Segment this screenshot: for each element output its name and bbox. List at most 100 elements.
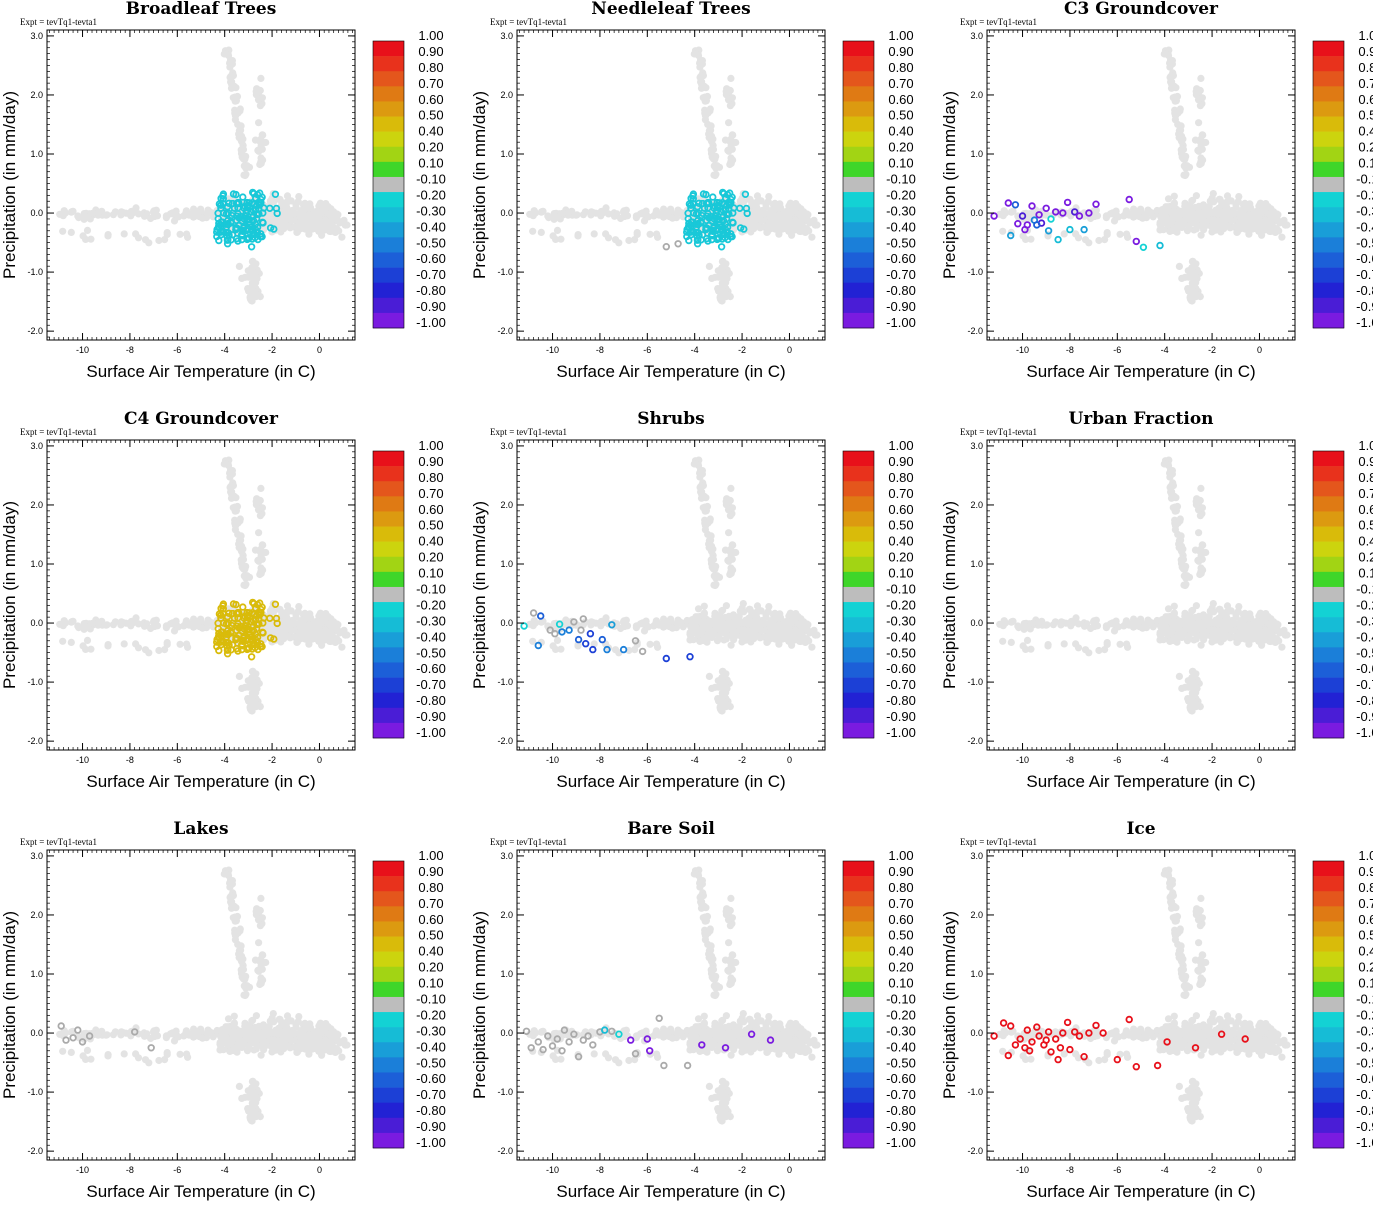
background-point xyxy=(1236,221,1243,228)
background-point xyxy=(1176,107,1183,114)
background-point xyxy=(199,215,206,222)
background-point xyxy=(306,633,313,640)
colorbar-swatch xyxy=(843,451,874,466)
colorbar-swatch xyxy=(843,647,874,662)
background-point xyxy=(250,289,257,296)
background-point xyxy=(255,87,262,94)
background-point xyxy=(163,624,170,631)
plot-frame xyxy=(517,30,825,340)
colorbar-swatch xyxy=(373,723,404,738)
colorbar-tick-label: -1.00 xyxy=(416,315,446,330)
colorbar-tick-label: 0.40 xyxy=(888,124,913,139)
x-tick-label: -6 xyxy=(173,345,181,355)
x-tick-label: -2 xyxy=(1208,345,1216,355)
colorbar-swatch xyxy=(373,557,404,572)
background-point xyxy=(1177,127,1184,134)
background-points xyxy=(56,47,351,305)
background-point xyxy=(1091,623,1098,630)
y-tick-label: -1.0 xyxy=(497,677,513,687)
y-tick-label: 0.0 xyxy=(970,208,983,218)
x-tick-label: -8 xyxy=(126,345,134,355)
x-tick-label: -2 xyxy=(738,755,746,765)
background-point xyxy=(813,221,820,228)
background-point xyxy=(602,614,609,621)
background-point xyxy=(724,147,731,154)
colorbar-tick-label: -0.90 xyxy=(416,709,446,724)
background-point xyxy=(669,215,676,222)
x-tick-label: -10 xyxy=(1016,345,1029,355)
background-point xyxy=(701,609,708,616)
x-tick-label: -4 xyxy=(1161,345,1169,355)
x-tick-label: -8 xyxy=(596,345,604,355)
y-tick-label: 1.0 xyxy=(500,149,513,159)
background-point xyxy=(1043,621,1050,628)
background-point xyxy=(1194,147,1201,154)
x-tick-label: -8 xyxy=(1066,345,1074,355)
background-point xyxy=(732,139,739,146)
background-point xyxy=(121,230,128,237)
data-point xyxy=(235,610,241,616)
background-point xyxy=(712,171,719,178)
colorbar: 1.000.900.800.700.600.500.400.200.10-0.1… xyxy=(373,438,446,740)
background-point xyxy=(250,699,257,706)
background-point xyxy=(759,618,766,625)
background-point xyxy=(708,557,715,564)
x-tick-label: 0 xyxy=(317,755,322,765)
colorbar-tick-label: -0.10 xyxy=(886,582,916,597)
background-point xyxy=(1117,231,1124,238)
background-point xyxy=(127,622,134,629)
background-point xyxy=(633,624,640,631)
background-point xyxy=(142,646,149,653)
colorbar-tick-label: 0.70 xyxy=(418,486,443,501)
background-point xyxy=(1095,237,1102,244)
background-point xyxy=(177,231,184,238)
background-point xyxy=(1001,617,1008,624)
colorbar-swatch xyxy=(843,222,874,237)
colorbar-swatch xyxy=(843,542,874,557)
background-point xyxy=(236,517,243,524)
colorbar-swatch xyxy=(843,557,874,572)
colorbar-tick-label: 0.80 xyxy=(888,470,913,485)
colorbar-tick-label: 0.20 xyxy=(1358,140,1373,155)
colorbar-swatch xyxy=(1313,268,1344,283)
background-point xyxy=(226,60,233,67)
background-point xyxy=(292,201,299,208)
background-point xyxy=(663,208,670,215)
background-point xyxy=(696,470,703,477)
colorbar-tick-label: 0.90 xyxy=(1358,44,1373,59)
data-point xyxy=(536,643,542,649)
y-tick-label: 1.0 xyxy=(30,559,43,569)
x-tick-label: -2 xyxy=(738,345,746,355)
expt-label: Expt = tevTq1-tevta1 xyxy=(20,427,97,437)
data-point xyxy=(1126,197,1132,203)
background-point xyxy=(689,625,696,632)
colorbar-tick-label: -0.80 xyxy=(886,283,916,298)
background-point xyxy=(259,94,266,101)
colorbar-swatch xyxy=(843,41,874,56)
background-point xyxy=(184,234,191,241)
colorbar-swatch xyxy=(1313,298,1344,313)
background-point xyxy=(313,625,320,632)
colorbar-swatch xyxy=(843,268,874,283)
minor-ticks xyxy=(517,440,825,750)
background-point xyxy=(719,668,726,675)
minor-ticks xyxy=(517,30,825,340)
background-point xyxy=(538,229,545,236)
background-point xyxy=(237,127,244,134)
background-point xyxy=(237,545,244,552)
background-point xyxy=(241,162,248,169)
background-point xyxy=(1169,81,1176,88)
y-tick-label: -2.0 xyxy=(967,326,983,336)
colorbar-tick-label: 0.70 xyxy=(888,486,913,501)
background-point xyxy=(1229,208,1236,215)
background-point xyxy=(296,221,303,228)
colorbar-tick-label: 0.60 xyxy=(418,92,443,107)
background-point xyxy=(766,631,773,638)
colorbar-tick-label: 0.20 xyxy=(888,140,913,155)
background-point xyxy=(68,208,75,215)
background-point xyxy=(59,228,66,235)
colorbar-swatch xyxy=(843,192,874,207)
